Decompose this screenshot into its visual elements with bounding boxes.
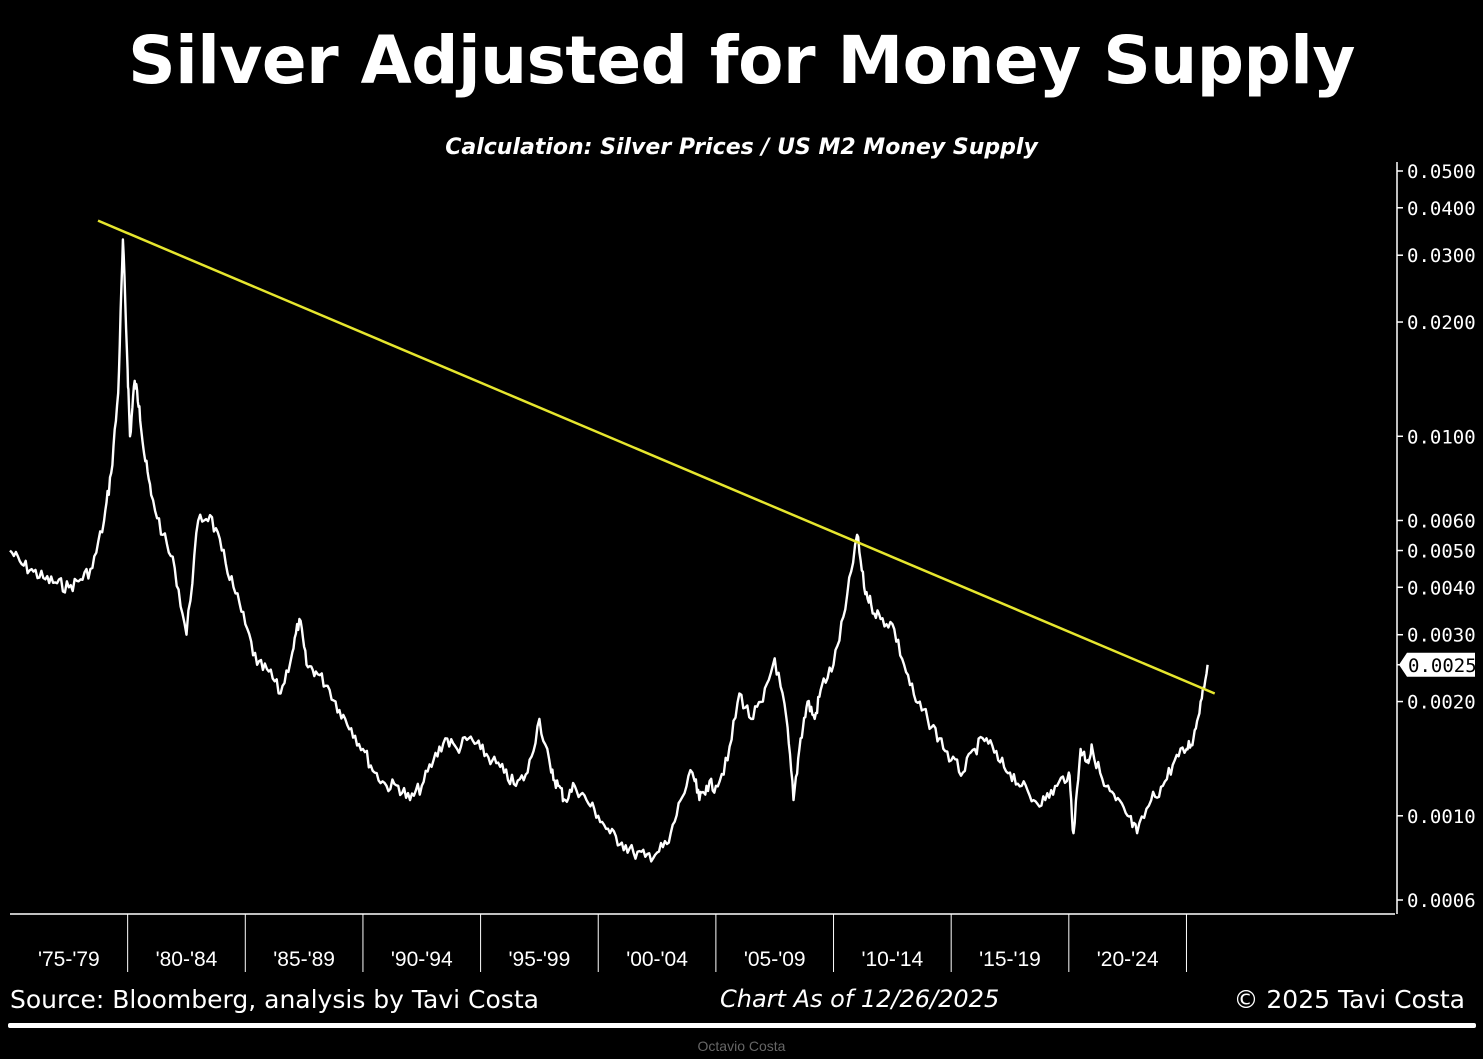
- x-tick-label: '20-'24: [1097, 948, 1159, 971]
- resistance-trendline: [97, 219, 1216, 695]
- source-note: Source: Bloomberg, analysis by Tavi Cost…: [10, 985, 539, 1014]
- x-tick-label: '85-'89: [273, 948, 335, 971]
- x-tick-label: '95-'99: [509, 948, 571, 971]
- last-value-marker: [1399, 652, 1475, 677]
- last-value-label: 0.0025: [1408, 655, 1477, 677]
- x-tick-label: '90-'94: [391, 948, 453, 971]
- x-axis: '75-'79 '80-'84 '85-'89 '90-'94 '95-'99 '00-'…: [10, 913, 1395, 972]
- x-tick-label: '05-'09: [744, 948, 806, 971]
- as-of-date: Chart As of 12/26/2025: [720, 985, 1000, 1013]
- chart-title: Silver Adjusted for Money Supply: [128, 22, 1355, 99]
- y-tick-label: 0.0010: [1407, 806, 1476, 828]
- y-tick-label: 0.0006: [1407, 890, 1476, 912]
- trendline-layer: [97, 219, 1216, 695]
- x-tick-label: '75-'79: [38, 948, 100, 971]
- y-tick-label: 0.0400: [1407, 198, 1476, 220]
- silver-m2-series-line: [9, 238, 1209, 863]
- series-layer: [9, 238, 1209, 863]
- copyright-note: © 2025 Tavi Costa: [1233, 985, 1465, 1014]
- chart-subtitle: Calculation: Silver Prices / US M2 Money…: [445, 135, 1038, 160]
- y-tick-label: 0.0060: [1407, 510, 1476, 532]
- footer-divider: [8, 1023, 1476, 1028]
- x-tick-label: '00-'04: [626, 948, 688, 971]
- y-tick-label: 0.0200: [1407, 312, 1476, 334]
- y-tick-label: 0.0030: [1407, 625, 1476, 647]
- author-credit: Octavio Costa: [697, 1038, 786, 1054]
- chart-svg: 0.0006 0.0010 0.0020 0.0030 0.0040 0.0050 0.00…: [9, 161, 1477, 972]
- x-tick-label: '80-'84: [156, 948, 218, 971]
- y-axis: 0.0006 0.0010 0.0020 0.0030 0.0040 0.0050 0.00…: [1396, 161, 1476, 914]
- y-tick-label: 0.0050: [1407, 541, 1476, 563]
- last-value-group: 0.0025: [1399, 652, 1477, 677]
- x-tick-label: '15-'19: [979, 948, 1041, 971]
- y-tick-label: 0.0300: [1407, 245, 1476, 267]
- y-tick-label: 0.0040: [1407, 577, 1476, 599]
- y-tick-label: 0.0500: [1407, 161, 1476, 183]
- y-tick-label: 0.0100: [1407, 426, 1476, 448]
- y-tick-label: 0.0020: [1407, 692, 1476, 714]
- x-tick-label: '10-'14: [861, 948, 923, 971]
